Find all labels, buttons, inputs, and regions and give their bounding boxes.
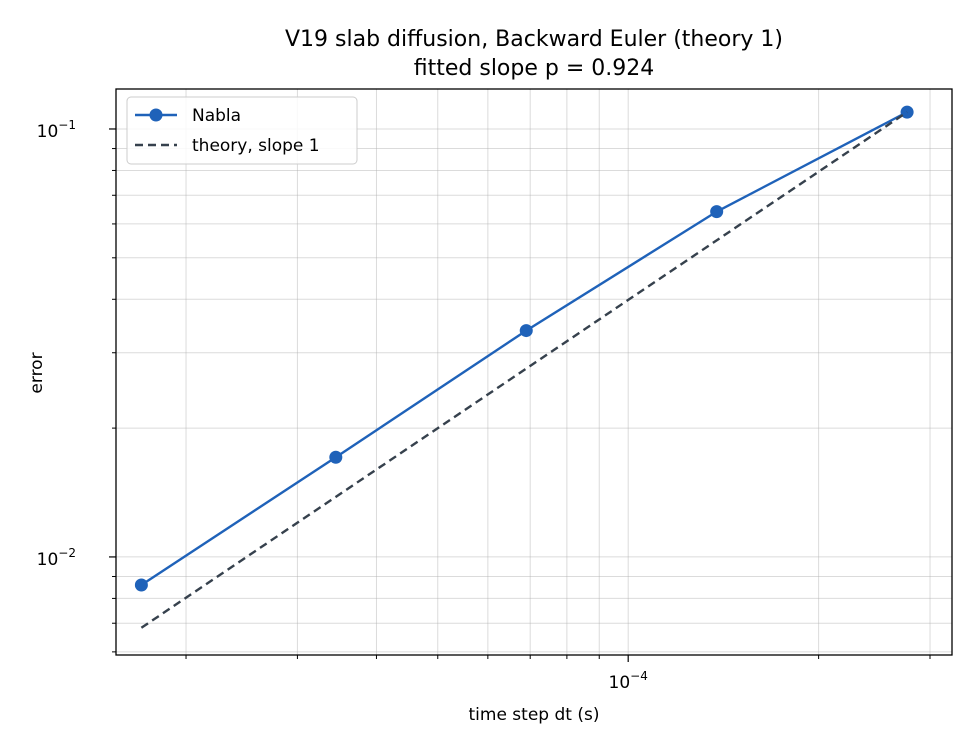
data-point <box>519 324 533 338</box>
chart-title: V19 slab diffusion, Backward Euler (theo… <box>285 27 783 52</box>
data-point <box>900 105 914 119</box>
legend: Nabla theory, slope 1 <box>126 96 358 165</box>
y-axis-label: error <box>27 352 47 393</box>
legend-label-0: Nabla <box>192 106 241 126</box>
data-point <box>329 450 343 464</box>
series-layer <box>134 105 914 629</box>
plot-frame <box>115 88 953 656</box>
x-axis-label: time step dt (s) <box>469 705 600 725</box>
data-point <box>710 205 724 219</box>
legend-label-1: theory, slope 1 <box>192 136 320 156</box>
x-tick-label: 10−4 <box>609 669 648 693</box>
legend-box <box>126 96 358 165</box>
axes-frame <box>115 88 953 656</box>
legend-marker-0 <box>149 108 163 122</box>
series-line-1 <box>140 111 908 629</box>
grid <box>116 89 952 655</box>
data-point <box>134 578 148 592</box>
series-line-0 <box>140 111 908 586</box>
y-tick-label: 10−1 <box>37 118 76 142</box>
ticks: 10−4 10−2 10−1 <box>37 118 931 693</box>
y-tick-label: 10−2 <box>37 546 76 570</box>
chart-subtitle: fitted slope p = 0.924 <box>414 56 655 81</box>
